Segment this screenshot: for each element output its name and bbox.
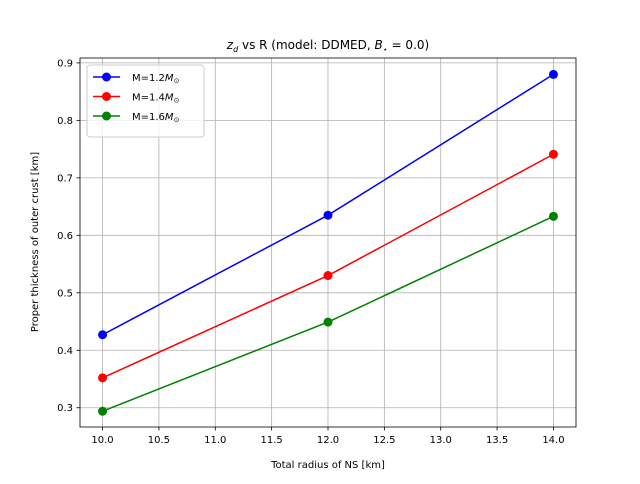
series-1-2 xyxy=(98,69,558,340)
y-tick-label: 0.6 xyxy=(57,231,73,242)
legend-marker xyxy=(102,92,111,101)
x-tick-label: 11.5 xyxy=(261,435,283,446)
title-end: = 0.0) xyxy=(388,38,429,52)
series-1-6 xyxy=(98,211,558,416)
legend-label: M=1.4M⊙ xyxy=(132,93,179,105)
data-point xyxy=(98,406,108,416)
series-lines xyxy=(98,69,558,416)
y-tick-label: 0.7 xyxy=(57,173,73,184)
data-point xyxy=(323,210,333,220)
y-tick-label: 0.4 xyxy=(57,346,73,357)
x-tick-label: 13.5 xyxy=(486,435,508,446)
data-point xyxy=(323,271,333,281)
title-b-subscript: ⋆ xyxy=(383,45,388,54)
legend-marker xyxy=(102,111,111,121)
x-tick-label: 13.0 xyxy=(430,435,452,446)
y-axis: 0.3 0.4 0.5 0.6 0.7 0.8 0.9 xyxy=(57,58,80,414)
x-tick-label: 12.5 xyxy=(373,435,395,446)
y-tick-label: 0.5 xyxy=(57,288,73,299)
data-point xyxy=(98,330,108,340)
y-tick-label: 0.3 xyxy=(57,403,73,414)
legend-label: M=1.6M⊙ xyxy=(132,112,179,124)
data-point xyxy=(548,211,558,221)
x-tick-label: 10.0 xyxy=(91,435,113,446)
title-b: B xyxy=(375,38,383,52)
data-point xyxy=(323,317,333,327)
x-tick-label: 11.0 xyxy=(204,435,226,446)
x-tick-label: 10.5 xyxy=(148,435,170,446)
title-z-subscript: d xyxy=(233,45,239,54)
title-middle: vs R (model: DDMED, xyxy=(238,38,374,52)
y-tick-label: 0.8 xyxy=(57,116,73,127)
legend-marker xyxy=(102,72,111,82)
x-tick-label: 14.0 xyxy=(542,435,564,446)
data-point xyxy=(98,373,108,383)
y-tick-label: 0.9 xyxy=(57,58,73,69)
x-tick-label: 12.0 xyxy=(317,435,339,446)
data-point xyxy=(548,69,558,79)
y-axis-title: Proper thickness of outer crust [km] xyxy=(30,152,41,332)
x-axis: 10.0 10.5 11.0 11.5 12.0 12.5 13.0 13.5 14.0 xyxy=(91,427,565,446)
legend-box xyxy=(86,64,205,138)
legend: M=1.2M⊙ M=1.4M⊙ M=1.6M⊙ xyxy=(86,64,205,138)
title-z: z xyxy=(226,38,234,52)
chart-title: zd vs R (model: DDMED, B⋆ = 0.0) xyxy=(226,38,429,54)
legend-label: M=1.2M⊙ xyxy=(132,73,179,85)
x-axis-title: Total radius of NS [km] xyxy=(270,460,385,471)
data-point xyxy=(548,149,558,159)
series-1-4 xyxy=(98,149,558,383)
